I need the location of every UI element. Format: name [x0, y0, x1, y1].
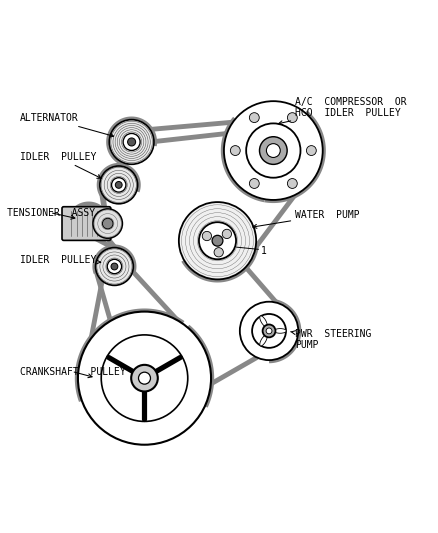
Circle shape	[179, 202, 256, 279]
Text: WATER  PUMP: WATER PUMP	[253, 210, 360, 228]
Text: IDLER  PULLEY: IDLER PULLEY	[20, 255, 101, 265]
Circle shape	[95, 248, 133, 285]
Circle shape	[109, 119, 154, 164]
FancyBboxPatch shape	[62, 207, 111, 240]
Circle shape	[252, 314, 286, 348]
Circle shape	[266, 328, 272, 334]
Circle shape	[101, 335, 188, 422]
Circle shape	[224, 101, 323, 200]
Text: 1: 1	[261, 246, 266, 256]
Circle shape	[138, 372, 151, 384]
Circle shape	[222, 229, 232, 239]
Text: ALTERNATOR: ALTERNATOR	[20, 114, 113, 137]
Circle shape	[240, 302, 298, 360]
Circle shape	[266, 143, 280, 157]
Text: CRANKSHAFT  PULLEY: CRANKSHAFT PULLEY	[20, 367, 126, 378]
Circle shape	[230, 146, 240, 156]
Circle shape	[102, 219, 113, 229]
Circle shape	[212, 236, 223, 246]
Circle shape	[263, 325, 276, 337]
Circle shape	[249, 112, 259, 123]
Circle shape	[246, 123, 300, 177]
Circle shape	[127, 138, 136, 146]
Ellipse shape	[260, 335, 267, 346]
Text: PWR  STEERING
PUMP: PWR STEERING PUMP	[291, 329, 371, 350]
Circle shape	[307, 146, 316, 156]
Circle shape	[123, 133, 140, 150]
Circle shape	[131, 365, 158, 391]
Circle shape	[287, 179, 297, 189]
Text: TENSIONER  ASSY: TENSIONER ASSY	[7, 208, 95, 219]
Circle shape	[111, 263, 118, 270]
Circle shape	[214, 248, 223, 257]
Circle shape	[249, 179, 259, 189]
Circle shape	[202, 231, 212, 241]
Ellipse shape	[274, 328, 286, 333]
Circle shape	[93, 209, 123, 238]
Circle shape	[107, 260, 122, 273]
Circle shape	[112, 177, 126, 192]
Circle shape	[259, 137, 287, 164]
Circle shape	[287, 112, 297, 123]
Circle shape	[78, 312, 211, 445]
Text: A/C  COMPRESSOR  OR
HCO  IDLER  PULLEY: A/C COMPRESSOR OR HCO IDLER PULLEY	[279, 97, 406, 125]
Circle shape	[115, 182, 122, 188]
Text: IDLER  PULLEY: IDLER PULLEY	[20, 152, 101, 178]
Ellipse shape	[260, 316, 267, 327]
Circle shape	[100, 166, 138, 204]
Circle shape	[199, 222, 236, 259]
